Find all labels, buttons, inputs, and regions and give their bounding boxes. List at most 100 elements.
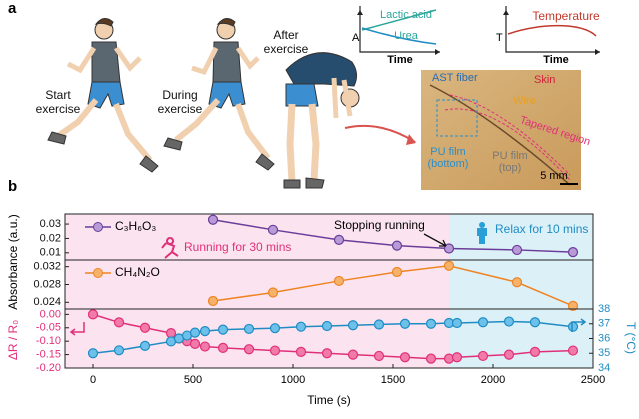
- data-point: [243, 323, 255, 335]
- legend-marker: [93, 268, 103, 278]
- schematic: A Time Lactic acid Urea: [352, 6, 440, 66]
- runner-illustration: [47, 18, 159, 173]
- runner-icon: [161, 237, 179, 259]
- y-tick-label: 0.00: [40, 308, 61, 320]
- data-point: [321, 348, 333, 359]
- axis-label: T: [496, 32, 503, 44]
- x-tick-label: 1500: [381, 374, 405, 386]
- data-point: [189, 327, 201, 338]
- x-tick-label: 1000: [281, 374, 305, 386]
- x-tick-label: 2500: [581, 374, 605, 386]
- data-point: [373, 319, 385, 330]
- runner-label: After exercise: [263, 28, 309, 56]
- runner-label: Start exercise: [35, 88, 81, 116]
- y-tick-label: 0.03: [40, 218, 61, 230]
- runner-illustration: [163, 18, 275, 171]
- data-point: [243, 344, 255, 355]
- y-tick-label: 0.01: [40, 247, 61, 259]
- data-point: [321, 320, 333, 332]
- data-point: [87, 309, 99, 320]
- arrow-head: [406, 134, 416, 145]
- data-point: [199, 341, 211, 352]
- data-point: [113, 345, 125, 356]
- data-point: [451, 317, 463, 329]
- photo: AST fiber Skin Wire Tapered region 5 mm: [421, 70, 592, 190]
- photo-label: PU film (top): [492, 150, 528, 174]
- y-tick-label: -0.05: [36, 322, 61, 334]
- photo-label: AST fiber: [432, 72, 478, 84]
- data-point: [567, 300, 579, 311]
- data-point: [425, 353, 437, 364]
- curve-label: Lactic acid: [380, 9, 432, 21]
- shaded-region: [449, 214, 593, 368]
- data-point: [295, 346, 307, 358]
- y-tick-label: -0.15: [36, 348, 61, 360]
- y2-tick-label: 34: [598, 362, 610, 374]
- data-point: [165, 328, 177, 339]
- axis-arrow: [69, 322, 85, 336]
- data-point: [443, 260, 455, 271]
- data-point: [333, 234, 345, 245]
- data-point: [207, 295, 219, 307]
- data-point: [267, 224, 279, 235]
- data-point: [333, 275, 345, 287]
- y-tick-label: 0.032: [33, 261, 61, 273]
- data-point: [139, 322, 151, 333]
- y-axis-label: Absorbance (a.u.): [6, 214, 20, 309]
- data-point: [373, 350, 385, 362]
- data-point: [443, 243, 455, 254]
- y-tick-label: 0.02: [40, 232, 61, 244]
- y2-axis-label: T (°C): [624, 322, 638, 354]
- curve-label: Temperature: [532, 9, 600, 23]
- runner-illustration: [283, 52, 360, 189]
- data-point: [477, 317, 489, 328]
- data-point: [511, 277, 523, 288]
- data-point: [399, 352, 411, 363]
- y-tick-label: -0.10: [36, 335, 61, 347]
- data-point: [503, 316, 515, 327]
- y-tick-label: -0.20: [36, 362, 61, 374]
- data-point: [511, 244, 523, 256]
- scale-bar-label: 5 mm: [540, 170, 568, 182]
- data-point: [347, 349, 359, 360]
- data-point: [503, 349, 515, 360]
- annotation: Stopping running: [334, 218, 425, 232]
- arrow: [344, 124, 416, 143]
- y-tick-label: 0.024: [33, 296, 61, 308]
- data-point: [207, 214, 219, 225]
- y-tick-label: 0.028: [33, 278, 61, 290]
- data-point: [477, 350, 489, 362]
- data-point: [451, 352, 463, 363]
- data-point: [567, 321, 579, 332]
- data-point: [529, 346, 541, 358]
- x-tick-label: 500: [184, 374, 202, 386]
- photo-label: Wire: [513, 95, 536, 107]
- shaded-region: [65, 214, 449, 368]
- data-point: [199, 326, 211, 337]
- data-point: [567, 345, 579, 356]
- data-point: [267, 287, 279, 298]
- data-point: [217, 324, 229, 335]
- axis-label: Time: [387, 54, 412, 66]
- data-point: [529, 317, 541, 328]
- photo-label: Skin: [534, 74, 555, 86]
- y2-tick-label: 36: [598, 332, 610, 344]
- axis-label: A: [352, 32, 360, 44]
- data-point: [113, 317, 125, 328]
- x-axis-label: Time (s): [307, 393, 351, 407]
- x-tick-label: 0: [90, 374, 96, 386]
- legend-label: C₃H₆O₃: [115, 219, 156, 233]
- y-axis-label: ΔR / R₀: [6, 320, 20, 360]
- data-point: [347, 320, 359, 331]
- y2-tick-label: 37: [598, 318, 610, 330]
- annotation: Running for 30 mins: [184, 240, 291, 254]
- panel-label: b: [8, 178, 17, 195]
- data-point: [567, 246, 579, 258]
- annotation: Relax for 10 mins: [495, 222, 588, 236]
- person-icon: [477, 222, 487, 244]
- data-point: [425, 318, 437, 329]
- curve-label: Urea: [394, 30, 419, 42]
- data-point: [269, 345, 281, 356]
